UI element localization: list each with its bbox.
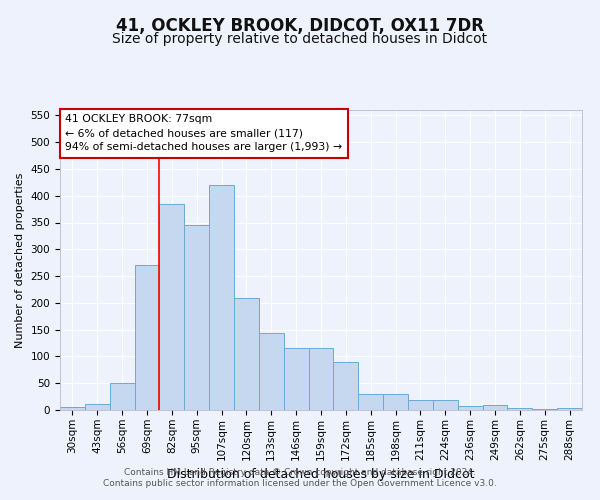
Bar: [184, 225, 209, 410]
Bar: [160, 204, 184, 410]
X-axis label: Distribution of detached houses by size in Didcot: Distribution of detached houses by size …: [167, 468, 475, 481]
Bar: [433, 400, 458, 410]
Bar: [557, 408, 582, 410]
Bar: [308, 348, 334, 410]
Bar: [532, 409, 557, 410]
Text: 41 OCKLEY BROOK: 77sqm
← 6% of detached houses are smaller (117)
94% of semi-det: 41 OCKLEY BROOK: 77sqm ← 6% of detached …: [65, 114, 343, 152]
Bar: [234, 298, 259, 410]
Bar: [458, 406, 482, 410]
Bar: [134, 266, 160, 410]
Y-axis label: Number of detached properties: Number of detached properties: [15, 172, 25, 348]
Bar: [383, 394, 408, 410]
Text: 41, OCKLEY BROOK, DIDCOT, OX11 7DR: 41, OCKLEY BROOK, DIDCOT, OX11 7DR: [116, 18, 484, 36]
Bar: [508, 408, 532, 410]
Bar: [60, 408, 85, 410]
Bar: [334, 362, 358, 410]
Text: Size of property relative to detached houses in Didcot: Size of property relative to detached ho…: [112, 32, 488, 46]
Bar: [408, 400, 433, 410]
Text: Contains HM Land Registry data © Crown copyright and database right 2024.
Contai: Contains HM Land Registry data © Crown c…: [103, 468, 497, 487]
Bar: [110, 383, 134, 410]
Bar: [209, 185, 234, 410]
Bar: [284, 348, 308, 410]
Bar: [259, 334, 284, 410]
Bar: [85, 404, 110, 410]
Bar: [482, 404, 508, 410]
Bar: [358, 394, 383, 410]
